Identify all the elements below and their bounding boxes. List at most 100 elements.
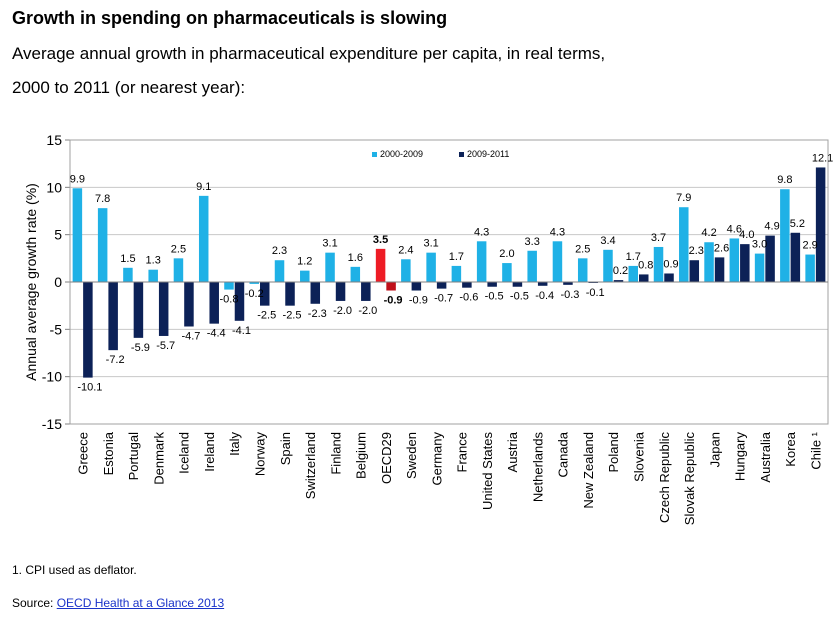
data-label-2000-2009: 9.9 (70, 173, 85, 185)
bar-2009-2011 (209, 282, 219, 324)
data-label-2009-2011: -2.0 (358, 305, 377, 317)
bar-2009-2011 (740, 244, 750, 282)
x-tick-label: France (455, 432, 470, 472)
x-tick-label: Austria (505, 431, 520, 472)
bar-2000-2009 (198, 195, 209, 282)
bar-2000-2009 (224, 282, 234, 290)
data-label-2000-2009: 1.7 (626, 251, 641, 263)
x-tick-label: Norway (253, 432, 268, 477)
bar-2009-2011 (765, 235, 775, 282)
data-label-2000-2009: 1.5 (120, 253, 135, 265)
chart-subtitle-line-1: Average annual growth in pharmaceutical … (12, 44, 606, 63)
data-label-2000-2009: 1.6 (348, 252, 363, 264)
data-label-2000-2009: 1.3 (146, 255, 161, 267)
bar-2000-2009 (729, 238, 740, 282)
bar-2000-2009 (325, 252, 335, 282)
data-label-2009-2011: -5.7 (156, 340, 175, 352)
data-label-2000-2009: 2.5 (575, 243, 590, 255)
data-label-2009-2011: 2.3 (689, 245, 704, 257)
data-label-2000-2009: 3.1 (423, 238, 438, 250)
x-tick-label: Finland (328, 432, 343, 475)
data-label-2000-2009: -0.8 (219, 294, 238, 306)
bar-2000-2009 (72, 188, 83, 282)
data-label-2000-2009: 3.1 (322, 238, 337, 250)
bar-2009-2011 (512, 282, 523, 287)
bar-2009-2011 (537, 282, 548, 286)
bar-2000-2009 (97, 208, 108, 282)
bar-2000-2009 (527, 250, 537, 282)
bar-2009-2011 (260, 282, 270, 306)
bar-2009-2011 (83, 282, 93, 378)
data-label-2009-2011: -0.4 (535, 290, 554, 302)
data-label-2000-2009: 7.8 (95, 193, 110, 205)
data-label-2000-2009: 3.7 (651, 232, 666, 244)
x-tick-label: Slovak Republic (682, 432, 697, 526)
bar-2009-2011 (664, 273, 674, 282)
bar-chart: 15 10 5 0 -5 -10 -15 Annual average growth rate… (23, 132, 833, 526)
bar-2000-2009 (603, 249, 613, 282)
legend-swatch-2000-2009 (372, 152, 377, 157)
data-label-2009-2011: -0.9 (409, 295, 428, 307)
data-label-2009-2011: 0.2 (613, 265, 628, 277)
data-label-2000-2009: 2.5 (171, 243, 186, 255)
bar-2000-2009 (123, 267, 133, 282)
data-label-2009-2011: -4.1 (232, 325, 251, 337)
x-tick-label: Belgium (354, 432, 369, 479)
bar-2009-2011 (714, 257, 725, 282)
data-label-2009-2011: -0.1 (586, 287, 605, 299)
data-label-2009-2011: -4.4 (207, 328, 226, 340)
bar-2000-2009 (780, 189, 790, 282)
bar-2000-2009 (249, 282, 259, 284)
bar-2009-2011 (285, 282, 295, 306)
x-tick-label: Hungary (733, 432, 748, 482)
data-label-2009-2011: 4.9 (764, 221, 779, 233)
bar-2009-2011 (234, 282, 245, 321)
bar-2000-2009 (401, 259, 411, 282)
source-link[interactable]: OECD Health at a Glance 2013 (56, 596, 225, 610)
source-line: Source: OECD Health at a Glance 2013 (12, 596, 224, 610)
bar-2000-2009 (148, 269, 158, 282)
bar-2000-2009 (375, 248, 386, 282)
bar-2000-2009 (451, 265, 462, 282)
x-tick-label: New Zealand (581, 432, 596, 509)
data-label-2009-2011: 0.8 (638, 259, 653, 271)
x-tick-label: Japan (707, 432, 722, 467)
bar-2000-2009 (679, 207, 689, 282)
x-tick-label: Denmark (151, 432, 166, 485)
y-tick-label: 0 (54, 274, 62, 290)
data-label-2000-2009: 4.3 (474, 226, 489, 238)
bar-2009-2011 (613, 280, 624, 282)
bar-2009-2011 (639, 274, 649, 282)
data-label-2000-2009: 4.2 (701, 227, 716, 239)
legend-swatch-2009-2011 (459, 152, 464, 157)
bar-2009-2011 (158, 282, 169, 336)
data-label-2000-2009: -0.2 (245, 288, 264, 300)
data-label-2009-2011: -0.5 (485, 291, 504, 303)
data-label-2009-2011: 0.9 (663, 258, 678, 270)
bar-2000-2009 (350, 266, 361, 282)
data-label-2009-2011: -0.7 (434, 293, 453, 305)
data-label-2000-2009: 9.1 (196, 181, 211, 193)
x-tick-label: Czech Republic (657, 432, 672, 524)
chart-subtitle-line-2: 2000 to 2011 (or nearest year): (12, 78, 246, 97)
data-label-2000-2009: 2.4 (398, 244, 413, 256)
bar-2000-2009 (577, 258, 588, 282)
x-tick-label: Ireland (202, 432, 217, 472)
x-tick-label: Portugal (126, 432, 141, 481)
x-tick-label: Italy (227, 432, 242, 456)
y-tick-label: -5 (50, 321, 63, 337)
y-tick-label: 15 (46, 132, 62, 148)
x-tick-label: Australia (758, 431, 773, 482)
bar-2000-2009 (653, 246, 664, 282)
bar-2009-2011 (689, 260, 700, 282)
legend-label-2000-2009: 2000-2009 (380, 149, 423, 159)
bar-2000-2009 (552, 241, 563, 282)
data-label-2000-2009: 4.6 (727, 223, 742, 235)
data-label-2000-2009: 4.3 (550, 226, 565, 238)
bar-2009-2011 (133, 282, 144, 338)
y-tick-label: 10 (46, 179, 62, 195)
x-tick-label: Poland (606, 432, 621, 472)
source-label: Source: (12, 596, 57, 610)
data-label-2009-2011: -2.3 (308, 308, 327, 320)
y-tick-label: -10 (42, 369, 62, 385)
